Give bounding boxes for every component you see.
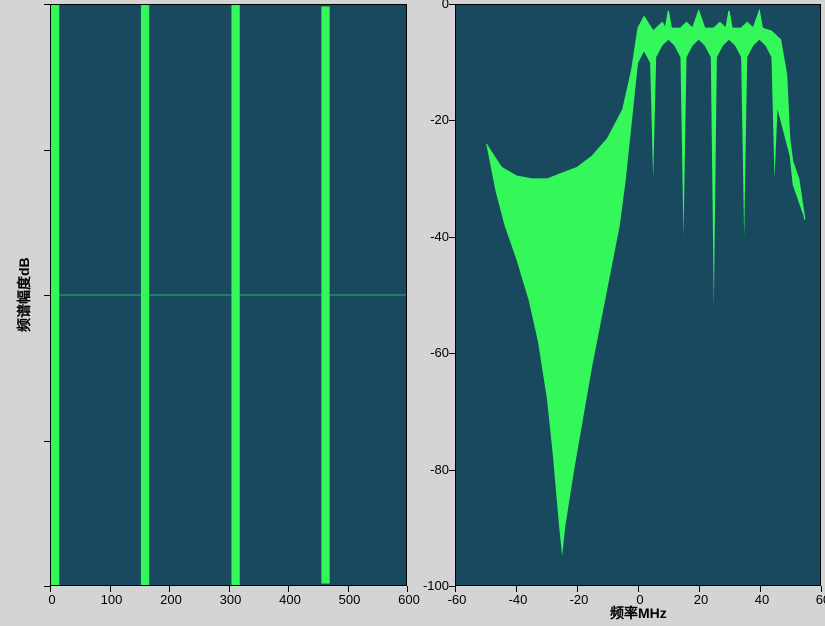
ytick bbox=[449, 120, 455, 121]
ytick bbox=[449, 4, 455, 5]
xtick-label: -40 bbox=[502, 592, 534, 607]
ytick-label: -40 bbox=[417, 229, 449, 244]
ytick bbox=[449, 353, 455, 354]
ytick-label: -100 bbox=[417, 578, 449, 593]
xtick-label: -60 bbox=[441, 592, 473, 607]
xtick-label: -20 bbox=[563, 592, 595, 607]
xtick-label: 0 bbox=[624, 592, 656, 607]
ytick-label: -20 bbox=[417, 112, 449, 127]
ytick-label: -60 bbox=[417, 345, 449, 360]
ytick-label: -80 bbox=[417, 462, 449, 477]
xtick-label: 40 bbox=[746, 592, 778, 607]
right-plot-area bbox=[455, 4, 821, 586]
ytick bbox=[449, 586, 455, 587]
ytick bbox=[449, 237, 455, 238]
xtick-label: 20 bbox=[685, 592, 717, 607]
xtick-label: 60 bbox=[807, 592, 825, 607]
ytick bbox=[449, 470, 455, 471]
ytick-label: 0 bbox=[417, 0, 449, 11]
right-chart: 频率MHz -60-40-200204060-100-80-60-40-200 bbox=[0, 0, 825, 626]
